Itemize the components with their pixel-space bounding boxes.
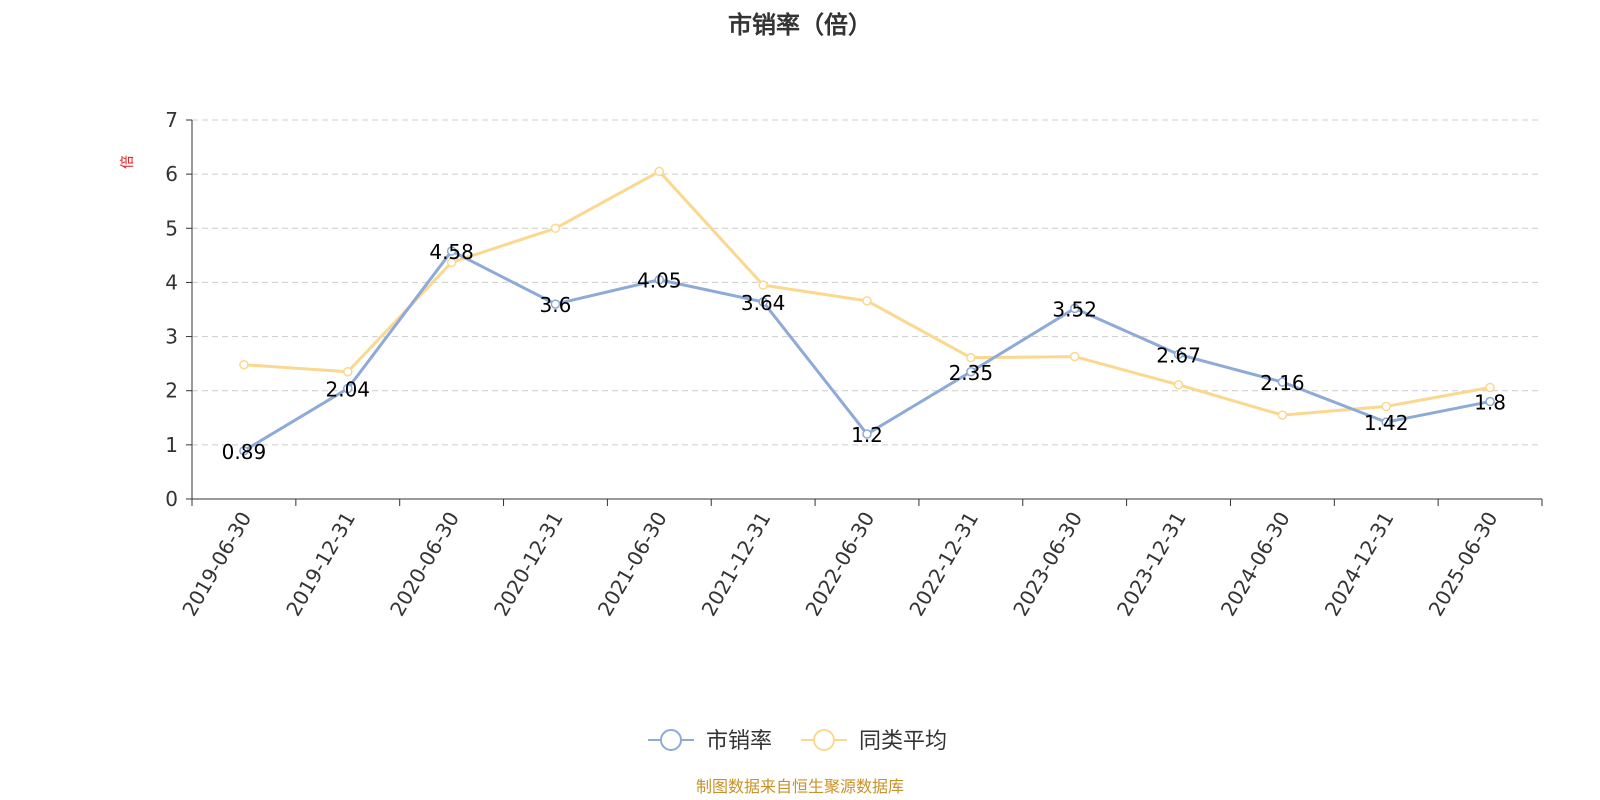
data-label-2022-06-30: 1.2 <box>851 423 883 447</box>
y-axis-unit-label: 倍 <box>120 155 136 169</box>
series-2-point-2024-12-31 <box>1381 401 1391 412</box>
axes: 0 1 2 3 4 5 6 7 2019-06-30 2019-12-31 2020-06-30 20… <box>165 108 1543 621</box>
series-1-point-2025-06-30 <box>1485 396 1495 407</box>
source-note: 制图数据来自恒生聚源数据库 <box>696 777 904 796</box>
y-tick-label-5: 5 <box>165 216 178 240</box>
series-1-point-2020-06-30 <box>446 246 457 256</box>
x-tick-label-2019-06-30: 2019-06-30 <box>177 508 256 621</box>
series-lines <box>239 166 1495 456</box>
series-1-point-2024-06-30 <box>1277 377 1288 387</box>
chart-title: 市销率（倍） <box>728 11 872 39</box>
data-label-2025-06-30: 1.8 <box>1474 391 1506 415</box>
series-1-point-2021-06-30 <box>654 274 665 285</box>
series-1-point-2021-12-31 <box>758 297 768 307</box>
y-tick-label-7: 7 <box>165 108 178 132</box>
series-1-point-2022-06-30 <box>862 429 872 439</box>
x-tick-label-2023-06-30: 2023-06-30 <box>1008 508 1087 621</box>
legend-item-series-1[interactable]: 市销率 <box>648 729 772 754</box>
series-2-point-2022-12-31 <box>966 352 976 363</box>
series-1-point-2020-12-31 <box>550 299 561 309</box>
data-label-2019-06-30: 0.89 <box>222 440 267 464</box>
x-tick-label-2020-06-30: 2020-06-30 <box>385 508 464 621</box>
x-tick-label-2022-06-30: 2022-06-30 <box>800 508 879 621</box>
x-tick-label-2021-12-31: 2021-12-31 <box>697 508 776 621</box>
y-tick-label-0: 0 <box>165 487 178 511</box>
y-tick-label-6: 6 <box>165 162 178 186</box>
series-2-point-2022-06-30 <box>862 296 872 306</box>
data-label-2021-06-30: 4.05 <box>637 269 682 293</box>
data-label-2022-12-31: 2.35 <box>949 361 994 385</box>
data-label-2020-06-30: 4.58 <box>429 240 474 264</box>
series-1-point-2019-12-31 <box>343 383 353 394</box>
x-tick-label-2025-06-30: 2025-06-30 <box>1424 508 1503 621</box>
x-tick-label-2021-06-30: 2021-06-30 <box>593 508 672 621</box>
series-2-point-2025-06-30 <box>1485 382 1495 393</box>
series-1-point-2019-06-30 <box>239 446 249 456</box>
series-2-point-2023-12-31 <box>1173 380 1184 390</box>
series-1-point-2023-06-30 <box>1069 303 1080 314</box>
series-2-point-2024-06-30 <box>1277 410 1288 420</box>
legend-series-1-label: 市销率 <box>706 729 772 754</box>
series-1-point-2024-12-31 <box>1381 417 1391 427</box>
y-tick-label-2: 2 <box>165 379 178 403</box>
grid-lines <box>192 119 1542 446</box>
series-1-line <box>242 249 1492 453</box>
data-label-2019-12-31: 2.04 <box>326 378 371 402</box>
data-label-2020-12-31: 3.6 <box>540 293 572 317</box>
y-tick-label-3: 3 <box>165 325 178 349</box>
legend: 市销率 同类平均 <box>648 729 947 754</box>
series-2-point-2021-12-31 <box>758 280 768 290</box>
series-2-point-2019-06-30 <box>239 359 249 370</box>
data-label-2023-06-30: 3.52 <box>1052 297 1097 321</box>
data-label-2021-12-31: 3.64 <box>741 291 786 315</box>
series-1-point-2023-12-31 <box>1173 349 1184 360</box>
x-tick-label-2022-12-31: 2022-12-31 <box>904 508 983 621</box>
series-2-point-2019-12-31 <box>343 367 353 377</box>
x-tick-label-2019-12-31: 2019-12-31 <box>281 508 360 621</box>
series-1-point-2022-12-31 <box>966 367 976 377</box>
y-tick-label-1: 1 <box>165 433 178 457</box>
legend-series-2-marker <box>813 729 835 751</box>
series-2-point-2020-06-30 <box>446 257 457 268</box>
x-tick-label-2024-12-31: 2024-12-31 <box>1320 508 1399 621</box>
data-labels: 0.89 2.04 4.58 3.6 4.05 3.64 1.2 2.35 3.52 2.67 2.… <box>222 240 1506 464</box>
x-tick-label-2023-12-31: 2023-12-31 <box>1112 508 1191 621</box>
y-tick-label-4: 4 <box>165 270 178 294</box>
legend-series-1-marker <box>660 729 682 751</box>
data-label-2024-12-31: 1.42 <box>1364 411 1409 435</box>
series-2-point-2023-06-30 <box>1069 351 1080 362</box>
series-2-point-2020-12-31 <box>550 223 561 234</box>
x-tick-label-2020-12-31: 2020-12-31 <box>489 508 568 621</box>
legend-item-series-2[interactable]: 同类平均 <box>801 729 947 754</box>
series-2-point-2021-06-30 <box>654 166 665 177</box>
data-label-2024-06-30: 2.16 <box>1260 371 1305 395</box>
x-tick-label-2024-06-30: 2024-06-30 <box>1216 508 1295 621</box>
data-label-2023-12-31: 2.67 <box>1156 343 1201 367</box>
legend-series-2-label: 同类平均 <box>859 729 947 754</box>
